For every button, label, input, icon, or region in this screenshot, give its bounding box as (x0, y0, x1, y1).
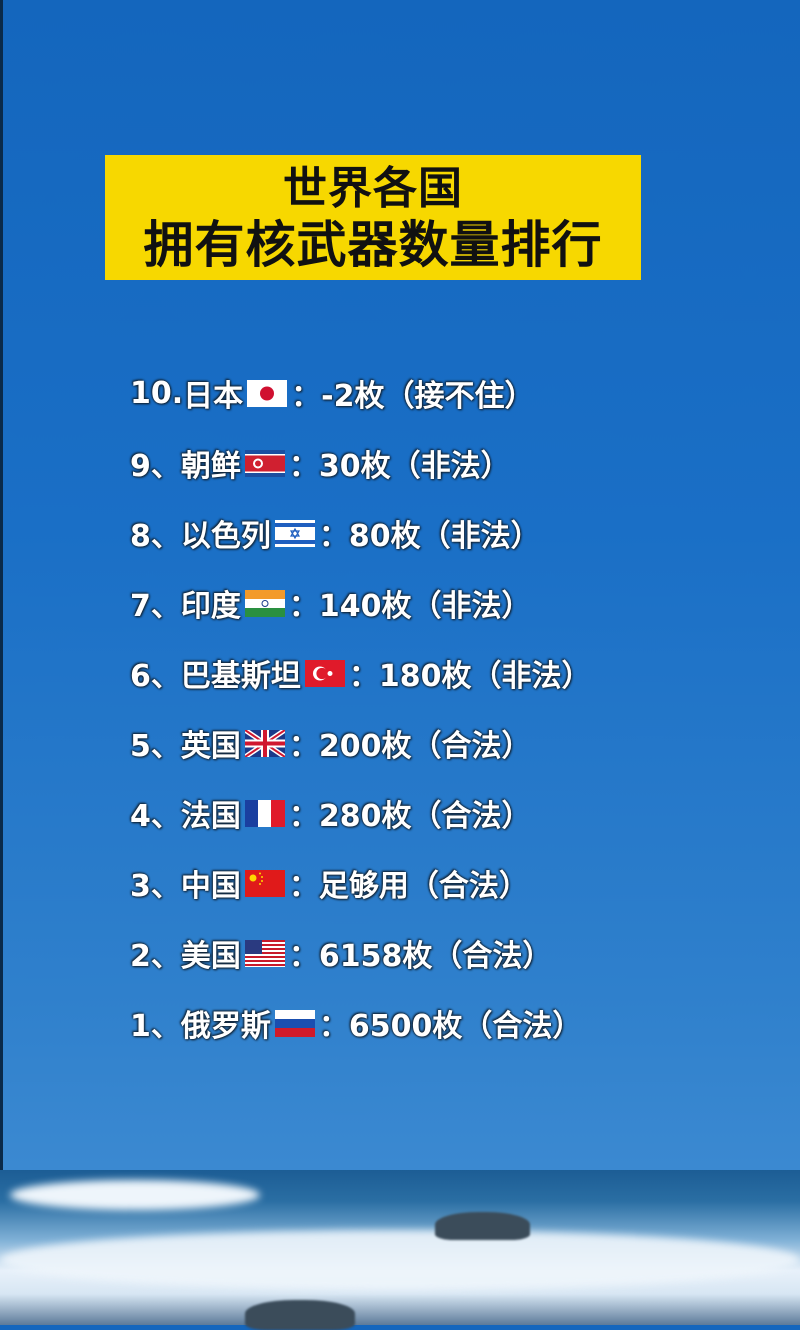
rank-number: 3、 (130, 869, 181, 904)
legal-status: （合法） (408, 869, 529, 904)
separator: ： (318, 1009, 349, 1044)
usa-flag-icon (244, 939, 285, 967)
country-name: 朝鲜 (180, 449, 241, 484)
china-flag-icon (244, 869, 285, 897)
rock (435, 1212, 530, 1240)
country-name: 印度 (180, 589, 241, 624)
warhead-count: 180枚 (378, 659, 472, 694)
north-korea-flag-icon (244, 449, 285, 477)
uk-flag-icon (244, 729, 285, 757)
country-name: 巴基斯坦 (180, 659, 301, 694)
france-flag-icon (244, 799, 285, 827)
title-banner: 世界各国 拥有核武器数量排行 (105, 155, 641, 280)
country-name: 英国 (180, 729, 241, 764)
separator: ： (288, 729, 319, 764)
japan-flag-icon (247, 379, 288, 407)
ranking-item: 6、 巴基斯坦 ： 180枚 （非法） (130, 638, 592, 708)
country-name: 俄罗斯 (180, 1009, 271, 1044)
legal-status: （合法） (432, 939, 553, 974)
sea-background (0, 1170, 800, 1330)
country-name: 法国 (180, 799, 241, 834)
warhead-count: 6500枚 (348, 1009, 463, 1044)
wave (0, 1230, 800, 1290)
separator: ： (288, 939, 319, 974)
ranking-item: 4、 法国 ： 280枚 （合法） (130, 778, 592, 848)
warhead-count: 足够用 (318, 869, 409, 904)
legal-status: （非法） (411, 589, 532, 624)
wave (10, 1180, 260, 1210)
rank-number: 10. (130, 375, 184, 411)
ranking-item: 7、 印度 ： 140枚 （非法） (130, 568, 592, 638)
warhead-count: -2枚 (321, 379, 385, 414)
country-name: 以色列 (180, 519, 271, 554)
separator: ： (348, 659, 379, 694)
warhead-count: 80枚 (348, 519, 421, 554)
rank-number: 6、 (130, 659, 181, 694)
separator: ： (291, 379, 322, 414)
warhead-count: 140枚 (318, 589, 412, 624)
separator: ： (288, 869, 319, 904)
warhead-count: 6158枚 (318, 939, 433, 974)
legal-status: （合法） (462, 1009, 583, 1044)
ranking-item: 10. 日本 ： -2枚 （接不住） (130, 358, 592, 428)
country-name: 中国 (180, 869, 241, 904)
separator: ： (288, 589, 319, 624)
title-line-2: 拥有核武器数量排行 (143, 215, 603, 274)
rank-number: 9、 (130, 449, 181, 484)
israel-flag-icon (274, 519, 315, 547)
ranking-item: 8、 以色列 ： 80枚 （非法） (130, 498, 592, 568)
country-name: 美国 (180, 939, 241, 974)
warhead-count: 280枚 (318, 799, 412, 834)
separator: ： (318, 519, 349, 554)
rank-number: 1、 (130, 1009, 181, 1044)
ranking-item: 9、 朝鲜 ： 30枚 （非法） (130, 428, 592, 498)
rank-number: 2、 (130, 939, 181, 974)
left-edge (0, 0, 3, 1325)
ranking-list: 10. 日本： -2枚 （接不住） 9、 朝鲜： 30枚 （非法） 8、 以色列： 80枚 （非法） 7… (130, 358, 592, 1058)
legal-status: （合法） (411, 799, 532, 834)
rank-number: 5、 (130, 729, 181, 764)
turkey-flag-icon (304, 659, 345, 687)
russia-flag-icon (274, 1009, 315, 1037)
india-flag-icon (244, 589, 285, 617)
rank-number: 8、 (130, 519, 181, 554)
legal-status: （非法） (420, 519, 541, 554)
ranking-item: 2、 美国 ： 6158枚 （合法） (130, 918, 592, 988)
ranking-item: 3、 中国 ：足够用 （合法） (130, 848, 592, 918)
separator: ： (288, 799, 319, 834)
legal-status: （合法） (411, 729, 532, 764)
ranking-item: 5、 英国 ： 200枚 （合法） (130, 708, 592, 778)
legal-status: （接不住） (384, 379, 535, 414)
title-line-1: 世界各国 (283, 162, 463, 214)
country-name: 日本 (183, 379, 244, 414)
ranking-item: 1、 俄罗斯 ： 6500枚 （合法） (130, 988, 592, 1058)
legal-status: （非法） (390, 449, 511, 484)
legal-status: （非法） (471, 659, 592, 694)
warhead-count: 30枚 (318, 449, 391, 484)
warhead-count: 200枚 (318, 729, 412, 764)
rank-number: 7、 (130, 589, 181, 624)
separator: ： (288, 449, 319, 484)
rank-number: 4、 (130, 799, 181, 834)
rock (245, 1300, 355, 1330)
